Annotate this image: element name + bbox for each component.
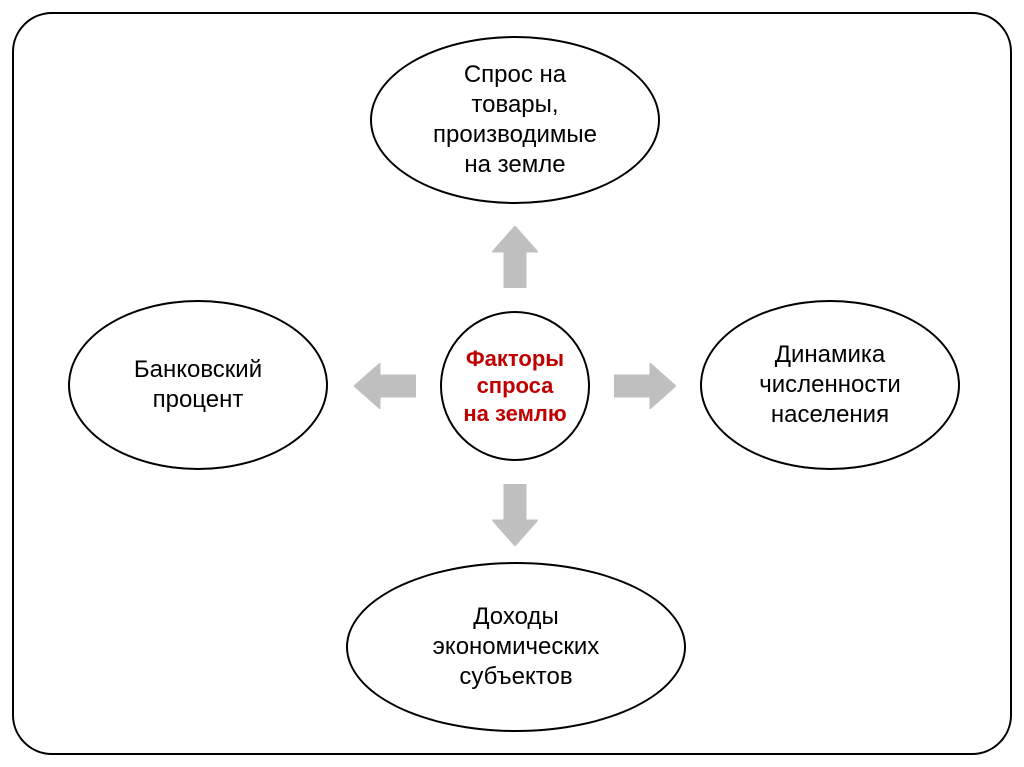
- center-node: Факторыспросана землю: [440, 311, 590, 461]
- node-bottom-label: Доходыэкономическихсубъектов: [433, 602, 600, 692]
- node-top-label: Спрос натовары,производимыена земле: [433, 60, 597, 180]
- node-right-label: Динамикачисленностинаселения: [759, 340, 901, 430]
- arrow-right-icon: [614, 363, 676, 409]
- arrow-down-icon: [492, 484, 538, 546]
- center-node-label: Факторыспросана землю: [463, 345, 566, 428]
- arrow-left-icon: [354, 363, 416, 409]
- node-left-label: Банковскийпроцент: [134, 355, 262, 415]
- node-left: Банковскийпроцент: [68, 300, 328, 470]
- node-top: Спрос натовары,производимыена земле: [370, 36, 660, 204]
- node-bottom: Доходыэкономическихсубъектов: [346, 562, 686, 732]
- node-right: Динамикачисленностинаселения: [700, 300, 960, 470]
- arrow-up-icon: [492, 226, 538, 288]
